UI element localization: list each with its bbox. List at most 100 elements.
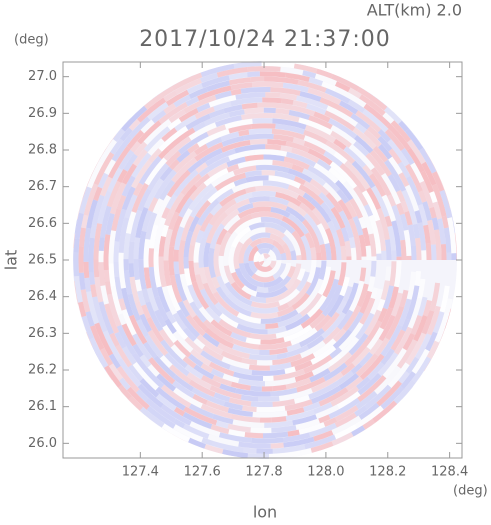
echo-segment xyxy=(365,75,388,91)
echo-segment xyxy=(70,303,75,324)
echo-segment xyxy=(249,199,269,201)
echo-segment xyxy=(264,461,279,462)
echo-segment xyxy=(96,379,115,404)
echo-segment xyxy=(262,58,289,60)
echo-segment xyxy=(348,447,361,454)
echo-segment xyxy=(93,137,99,147)
echo-segment xyxy=(259,251,269,253)
altitude-label: ALT(km) 2.0 xyxy=(367,1,462,20)
echo-segment xyxy=(243,450,256,451)
echo-segment xyxy=(361,235,364,256)
echo-segment xyxy=(131,242,132,263)
echo-segment xyxy=(229,75,247,78)
echo-segment xyxy=(66,254,67,283)
echo-segment xyxy=(264,256,268,258)
echo-segment xyxy=(420,279,423,298)
echo-segment xyxy=(321,261,324,280)
echo-segment xyxy=(406,397,420,413)
echo-segment xyxy=(131,263,132,277)
echo-segment xyxy=(66,305,72,327)
echo-segment xyxy=(274,137,294,140)
y-axis-label: lat xyxy=(2,250,21,271)
echo-segment xyxy=(371,234,374,256)
echo-segment xyxy=(96,260,97,278)
echo-segment xyxy=(252,309,278,311)
echo-segment xyxy=(86,262,87,278)
echo-segment xyxy=(468,242,469,260)
echo-segment xyxy=(93,285,95,297)
echo-segment xyxy=(176,250,177,262)
echo-segment xyxy=(71,234,72,248)
echo-segment xyxy=(239,132,249,134)
echo-segment xyxy=(116,262,117,277)
echo-segment xyxy=(263,434,288,436)
echo-segment xyxy=(252,126,276,127)
echo-segment xyxy=(343,246,344,260)
echo-segment xyxy=(260,74,285,75)
echo-segment xyxy=(136,259,137,280)
echo-segment xyxy=(285,369,295,372)
echo-segment xyxy=(268,258,269,260)
echo-segment xyxy=(252,440,284,441)
echo-segment xyxy=(161,236,163,256)
echo-segment xyxy=(67,283,70,303)
echo-segment xyxy=(280,95,297,98)
echo-segment xyxy=(167,69,189,80)
echo-segment xyxy=(251,314,278,316)
echo-segment xyxy=(410,225,413,245)
echo-segment xyxy=(443,244,444,260)
echo-segment xyxy=(244,110,263,112)
y-unit: (deg) xyxy=(14,33,49,48)
echo-segment xyxy=(236,459,247,460)
echo-segment xyxy=(106,384,114,395)
echo-segment xyxy=(432,208,435,218)
echo-segment xyxy=(111,263,113,286)
y-tick-label: 27.0 xyxy=(28,69,57,84)
echo-segment xyxy=(434,218,436,230)
echo-segment xyxy=(252,371,285,373)
echo-segment xyxy=(131,420,155,439)
echo-segment xyxy=(101,237,102,251)
echo-segment xyxy=(229,432,245,435)
echo-segment xyxy=(202,440,212,444)
echo-segment xyxy=(388,414,398,423)
echo-segment xyxy=(433,245,434,260)
echo-segment xyxy=(257,289,269,290)
echo-segment xyxy=(87,278,89,292)
echo-segment xyxy=(444,216,446,228)
echo-segment xyxy=(398,413,406,420)
echo-segment xyxy=(262,100,281,101)
echo-segment xyxy=(169,447,192,458)
echo-segment xyxy=(277,355,287,357)
echo-segment xyxy=(107,281,109,294)
echo-segment xyxy=(63,207,68,231)
echo-segment xyxy=(466,221,469,242)
echo-segment xyxy=(413,245,414,260)
echo-segment xyxy=(260,340,284,342)
echo-segment xyxy=(247,74,260,75)
y-tick-label: 26.0 xyxy=(28,436,57,451)
echo-segment xyxy=(293,251,294,260)
echo-segment xyxy=(151,248,152,267)
echo-segment xyxy=(71,327,79,348)
echo-segment xyxy=(242,408,256,410)
x-tick-label: 128.0 xyxy=(307,465,344,480)
echo-segment xyxy=(432,192,436,202)
echo-segment xyxy=(249,367,270,368)
echo-segment xyxy=(191,245,192,261)
echo-segment xyxy=(76,252,77,276)
echo-segment xyxy=(388,91,407,108)
echo-segment xyxy=(206,243,208,267)
echo-segment xyxy=(244,136,274,138)
echo-segment xyxy=(281,101,293,103)
echo-segment xyxy=(241,89,270,91)
echo-segment xyxy=(413,385,423,398)
echo-segment xyxy=(378,242,379,253)
echo-segment xyxy=(146,239,148,267)
echo-segment xyxy=(347,241,349,256)
echo-segment xyxy=(256,188,282,190)
echo-segment xyxy=(251,430,272,431)
echo-segment xyxy=(361,218,365,228)
echo-segment xyxy=(302,51,331,59)
echo-segment xyxy=(247,461,264,462)
